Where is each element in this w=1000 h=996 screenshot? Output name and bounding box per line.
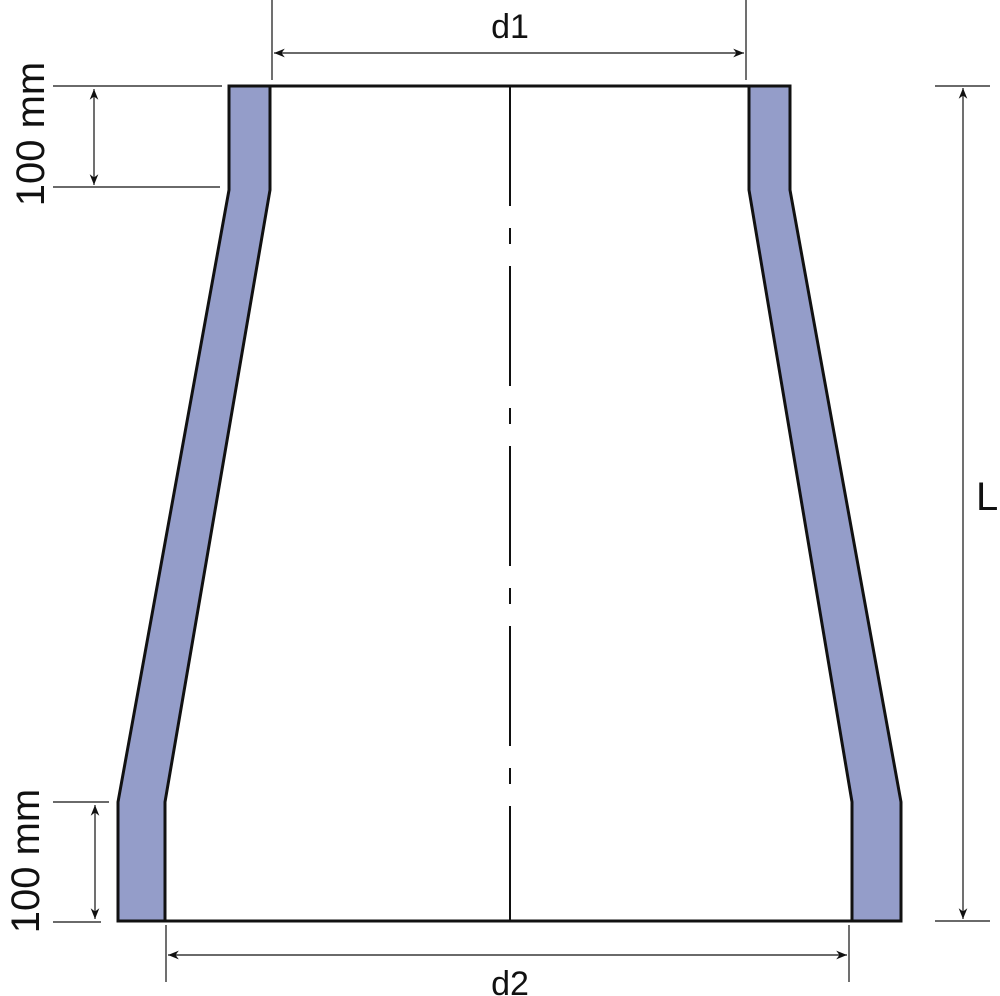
d2-label: d2 xyxy=(491,965,529,996)
bottom-socket-length-label: 100 mm xyxy=(4,789,48,934)
L-label: L xyxy=(976,475,998,519)
left-wall xyxy=(116,84,272,923)
top-socket-length-label: 100 mm xyxy=(9,62,53,207)
right-wall xyxy=(747,84,903,923)
d1-label: d1 xyxy=(491,8,529,46)
